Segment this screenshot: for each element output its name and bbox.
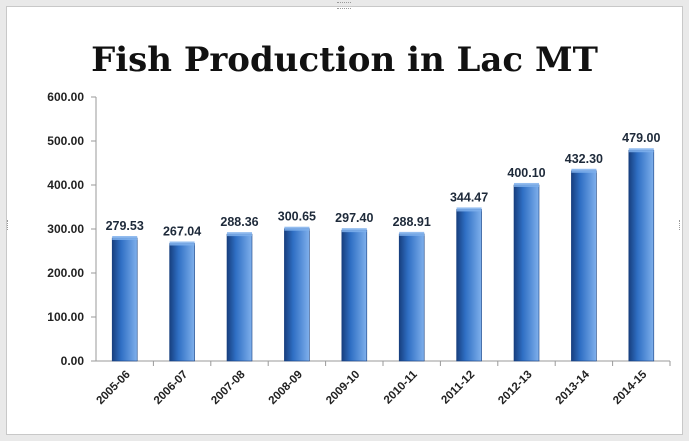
data-label: 288.91 (393, 215, 431, 229)
bar-2009-10[interactable] (341, 229, 368, 362)
y-tick-label: 200.00 (47, 266, 84, 280)
data-label: 432.30 (565, 152, 603, 166)
bar-2013-14[interactable] (571, 170, 597, 362)
bar-cap (341, 228, 367, 233)
x-tick-label: 2006-07 (152, 369, 190, 407)
data-label: 479.00 (622, 131, 660, 145)
bar-cap (456, 207, 482, 212)
x-tick-label: 2008-09 (267, 369, 305, 407)
data-label: 279.53 (106, 219, 144, 233)
bar-cap (399, 231, 425, 236)
bar-2010-11[interactable] (398, 233, 425, 362)
x-tick-label: 2011-12 (439, 369, 477, 407)
bar-cap (284, 226, 310, 231)
bar-2006-07[interactable] (169, 243, 195, 362)
data-label: 288.36 (220, 215, 258, 229)
data-label: 300.65 (278, 210, 316, 224)
bar-2008-09[interactable] (284, 228, 310, 362)
bar-cap (514, 182, 539, 187)
resize-handle-left[interactable] (7, 220, 12, 230)
y-tick-label: 500.00 (47, 134, 84, 148)
data-label: 400.10 (507, 166, 545, 180)
y-tick-label: 400.00 (47, 178, 84, 192)
x-tick-label: 2012-13 (496, 369, 534, 407)
x-tick-label: 2005-06 (94, 369, 132, 407)
resize-handle-right[interactable] (679, 220, 684, 230)
bar-2011-12[interactable] (456, 209, 482, 362)
chart-title: Fish Production in Lac MT (91, 40, 598, 80)
data-label: 297.40 (335, 211, 373, 225)
bar-2012-13[interactable] (513, 184, 540, 362)
data-label: 344.47 (450, 190, 488, 204)
x-tick-label: 2010-11 (382, 368, 420, 406)
x-tick-label: 2007-08 (209, 368, 248, 407)
bar-2005-06[interactable] (111, 237, 138, 362)
chart-frame (6, 6, 683, 435)
y-tick-label: 100.00 (47, 310, 84, 324)
bar-2007-08[interactable] (226, 233, 253, 362)
bar-cap (227, 232, 252, 237)
y-tick-label: 0.00 (61, 354, 85, 368)
x-tick-label: 2009-10 (324, 369, 362, 407)
y-tick-label: 300.00 (47, 222, 84, 236)
bar-cap (571, 168, 597, 173)
y-tick-label: 600.00 (47, 90, 84, 104)
x-tick-label: 2013-14 (554, 368, 593, 407)
data-label: 267.04 (163, 225, 201, 239)
x-tick-label: 2014-15 (611, 368, 650, 407)
bar-2014-15[interactable] (628, 149, 655, 362)
bar-cap (112, 236, 138, 241)
bar-cap (628, 148, 654, 153)
resize-handle-top[interactable] (337, 2, 351, 9)
bar-cap (169, 241, 195, 246)
